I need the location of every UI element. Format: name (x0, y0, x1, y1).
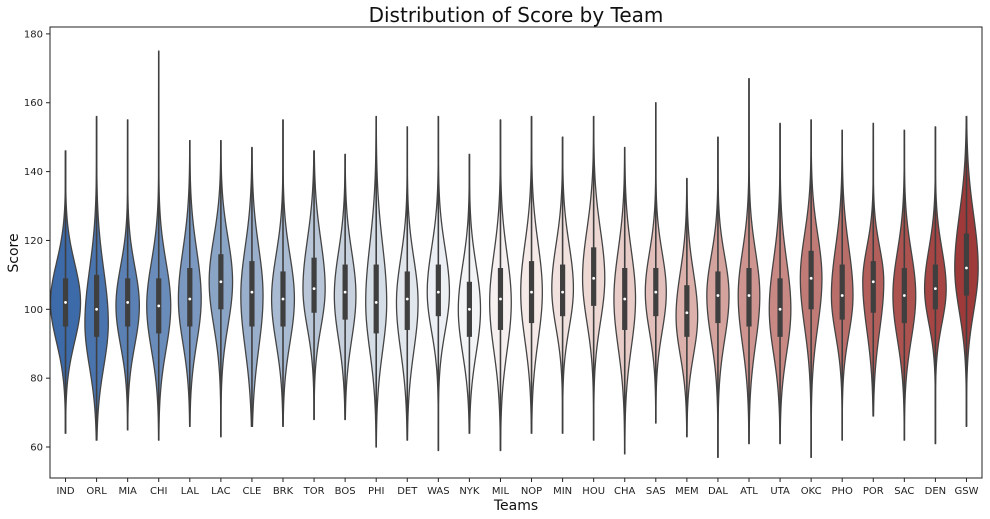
iqr-box-dal (715, 271, 721, 324)
y-tick-label: 100 (24, 305, 43, 316)
iqr-box-lal (187, 267, 193, 327)
y-tick-label: 60 (30, 443, 43, 454)
y-tick-label: 140 (24, 167, 43, 178)
iqr-box-tor (311, 257, 317, 313)
iqr-box-okc (808, 250, 814, 310)
median-dot-ind (64, 301, 67, 304)
x-tick-label-sac: SAC (894, 486, 914, 497)
iqr-box-min (560, 264, 566, 317)
median-dot-lal (188, 297, 192, 301)
iqr-box-phi (373, 264, 379, 334)
x-tick-label-nop: NOP (521, 486, 542, 497)
x-tick-label-okc: OKC (801, 486, 822, 497)
x-tick-label-brk: BRK (273, 486, 294, 497)
median-dot-dal (716, 294, 720, 297)
median-dot-por (871, 280, 875, 284)
median-dot-hou (592, 276, 596, 280)
violin-group (49, 50, 979, 458)
iqr-box-mem (684, 285, 690, 337)
x-tick-label-lac: LAC (211, 486, 230, 497)
median-dot-tor (312, 287, 316, 291)
x-tick-label-phi: PHI (368, 486, 385, 497)
median-dot-cha (623, 297, 627, 301)
x-tick-label-mem: MEM (675, 486, 699, 497)
x-tick-label-sas: SAS (646, 486, 666, 497)
median-dot-cle (250, 290, 254, 294)
chart-title: Distribution of Score by Team (369, 3, 664, 27)
median-dot-nop (530, 290, 533, 294)
y-tick-label: 80 (30, 374, 43, 385)
x-tick-label-gsw: GSW (954, 486, 978, 497)
y-axis: 60 80 100 120 140 160 180 (24, 29, 50, 454)
iqr-box-gsw (963, 233, 970, 296)
x-tick-label-lal: LAL (181, 486, 200, 497)
x-tick-label-bos: BOS (335, 486, 356, 497)
y-axis-label: Score (6, 233, 22, 272)
median-dot-gsw (965, 266, 968, 270)
iqr-box-was (435, 264, 441, 317)
x-tick-label-det: DET (397, 486, 418, 497)
x-tick-label-pho: PHO (831, 486, 853, 497)
iqr-box-uta (777, 278, 783, 337)
x-tick-label-uta: UTA (770, 486, 790, 497)
median-dot-mia (126, 301, 130, 304)
x-tick-label-den: DEN (925, 486, 947, 497)
x-tick-label-cle: CLE (242, 486, 261, 497)
x-tick-label-tor: TOR (303, 486, 325, 497)
median-dot-uta (778, 307, 782, 311)
median-dot-atl (747, 294, 751, 297)
x-tick-label-nyk: NYK (459, 486, 480, 497)
median-dot-nyk (468, 307, 471, 311)
x-axis-label: Teams (493, 498, 538, 514)
y-tick-label: 120 (24, 236, 43, 247)
median-dot-mil (499, 297, 502, 301)
median-dot-orl (95, 307, 98, 311)
x-tick-label-dal: DAL (708, 486, 728, 497)
iqr-box-det (404, 271, 410, 330)
iqr-box-atl (746, 267, 752, 327)
median-dot-det (405, 297, 409, 301)
median-dot-brk (281, 297, 285, 301)
iqr-box-pho (839, 264, 845, 320)
iqr-box-den (932, 264, 938, 310)
median-dot-den (934, 287, 937, 291)
x-tick-label-cha: CHA (614, 486, 636, 497)
plot-frame (49, 26, 983, 479)
x-tick-label-atl: ATL (740, 486, 758, 497)
x-tick-label-hou: HOU (582, 486, 605, 497)
median-dot-bos (343, 290, 347, 294)
median-dot-chi (157, 304, 161, 308)
x-axis: IND ORL MIA CHI LAL LAC CLE BRK TOR BOS PHI DET WAS N… (56, 478, 979, 497)
median-dot-mem (685, 311, 689, 315)
median-dot-pho (840, 294, 844, 297)
median-dot-phi (374, 301, 378, 304)
median-dot-okc (809, 276, 813, 280)
y-tick-label: 180 (24, 29, 43, 40)
x-tick-label-mia: MIA (118, 486, 137, 497)
median-dot-was (436, 290, 440, 294)
x-tick-label-mil: MIL (492, 486, 510, 497)
x-tick-label-por: POR (863, 486, 884, 497)
x-tick-label-chi: CHI (150, 486, 167, 497)
x-tick-label-was: WAS (427, 486, 450, 497)
iqr-box-por (870, 261, 876, 313)
median-dot-sas (654, 290, 658, 294)
x-tick-label-orl: ORL (86, 486, 107, 497)
median-dot-sac (902, 294, 906, 297)
iqr-box-orl (94, 274, 100, 337)
iqr-box-hou (591, 247, 597, 306)
x-tick-label-min: MIN (553, 486, 572, 497)
x-tick-label-ind: IND (56, 486, 74, 497)
median-dot-lac (219, 280, 223, 284)
iqr-box-cle (249, 261, 255, 327)
median-dot-min (561, 290, 564, 294)
y-tick-label: 160 (24, 98, 43, 109)
